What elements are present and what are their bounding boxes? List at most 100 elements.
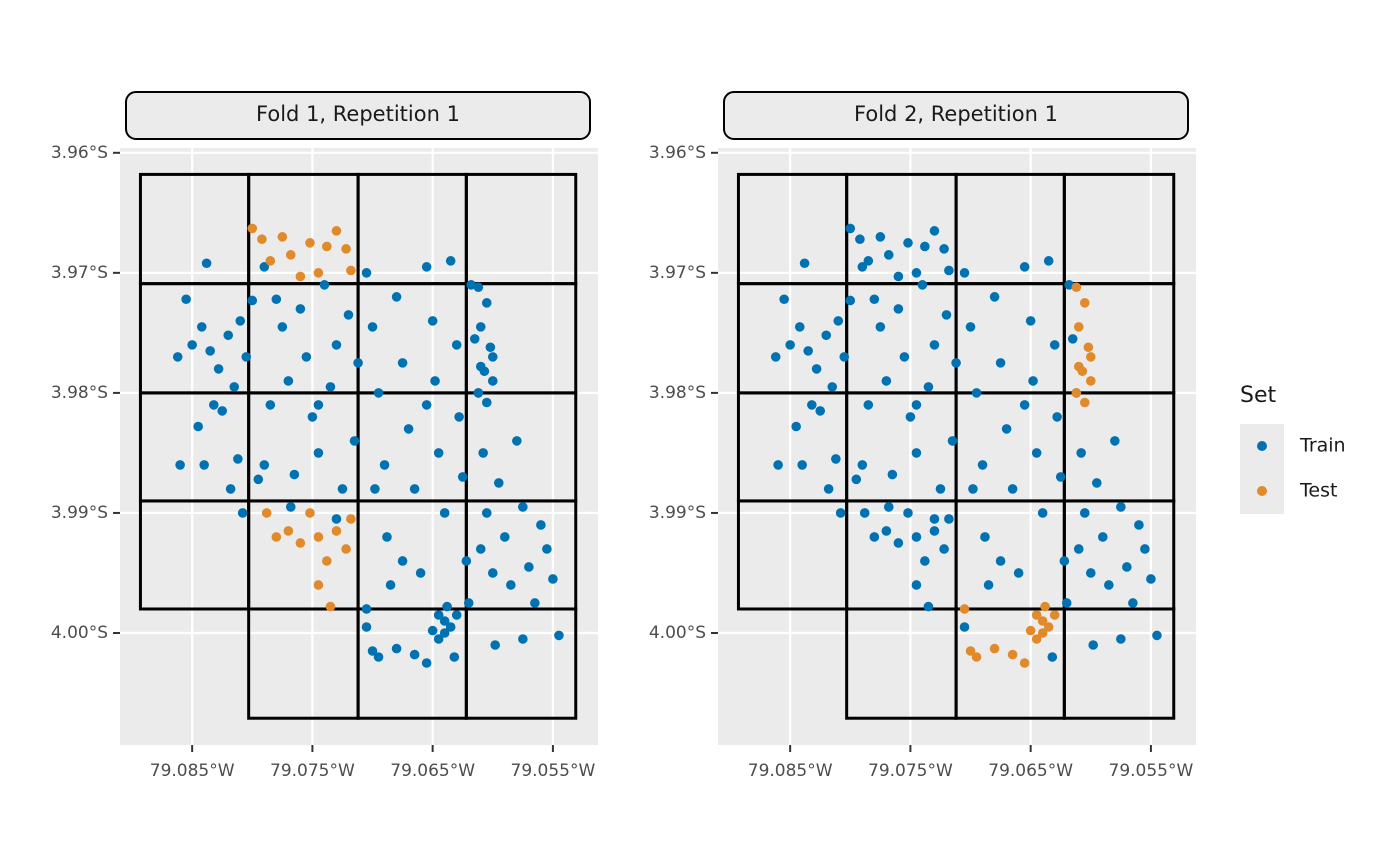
point (295, 538, 306, 548)
point (1019, 658, 1030, 668)
point (445, 622, 456, 632)
point (439, 508, 450, 518)
point (845, 223, 856, 234)
point (1049, 610, 1060, 620)
point (313, 448, 324, 458)
point (1052, 412, 1062, 422)
point (361, 622, 372, 632)
point (451, 340, 462, 350)
facet-title: Fold 2, Repetition 1 (854, 102, 1058, 126)
point (409, 484, 420, 494)
point (1043, 256, 1054, 266)
point (1025, 625, 1036, 636)
point (473, 282, 484, 293)
point (225, 484, 236, 494)
point (785, 340, 795, 350)
y-tick-label: 4.00°S (649, 623, 706, 643)
point (421, 658, 432, 668)
point (779, 294, 789, 305)
point (229, 382, 240, 392)
point (939, 244, 949, 254)
point (923, 382, 934, 392)
point (903, 238, 913, 248)
y-tick-label: 3.99°S (649, 503, 706, 523)
point (1059, 556, 1070, 566)
point (917, 280, 928, 290)
point (839, 352, 850, 362)
point (493, 478, 504, 488)
point (929, 226, 940, 236)
point (1122, 562, 1132, 572)
point (285, 502, 296, 512)
point (831, 454, 841, 464)
point (803, 346, 813, 356)
point (379, 460, 390, 470)
strip (125, 91, 591, 140)
point (301, 352, 312, 362)
point (277, 322, 288, 332)
point (518, 502, 528, 512)
point (1019, 400, 1030, 410)
point (1031, 448, 1042, 458)
point (1140, 544, 1150, 554)
facet-title: Fold 1, Repetition 1 (256, 102, 460, 126)
block (464, 607, 578, 720)
point (201, 258, 212, 269)
point (791, 421, 801, 432)
point (415, 568, 426, 578)
point (361, 604, 372, 614)
point (1055, 472, 1066, 482)
point (863, 400, 874, 410)
point (773, 460, 783, 470)
point (307, 412, 318, 422)
x-tick-label: 79.065°W (988, 761, 1073, 781)
point (883, 250, 894, 260)
point (875, 322, 886, 332)
point (989, 643, 1000, 654)
point (859, 508, 870, 518)
point (881, 526, 892, 536)
point (899, 352, 910, 362)
point (1079, 397, 1090, 408)
point (1079, 508, 1090, 518)
point (247, 223, 258, 234)
point (929, 526, 940, 536)
point (911, 400, 922, 410)
point (319, 280, 330, 290)
point (193, 421, 203, 432)
point (382, 532, 392, 542)
point (391, 643, 402, 654)
point (959, 622, 970, 632)
point (851, 474, 862, 485)
point (1076, 448, 1086, 458)
point (833, 316, 844, 326)
point (481, 298, 492, 308)
point (989, 292, 1000, 302)
point (1116, 502, 1126, 512)
point (806, 400, 817, 410)
point (1031, 634, 1042, 644)
point (893, 271, 904, 282)
point (542, 544, 552, 554)
point (857, 262, 868, 272)
point (397, 358, 408, 368)
y-tick-label: 3.96°S (649, 143, 706, 163)
point (487, 376, 498, 386)
point (223, 330, 234, 341)
point (944, 265, 954, 276)
point (487, 352, 498, 362)
y-tick-label: 3.98°S (51, 383, 108, 403)
point (475, 544, 486, 554)
point (1007, 484, 1018, 494)
point (911, 580, 922, 590)
point (1019, 262, 1030, 272)
point (1085, 352, 1096, 362)
point (257, 234, 267, 245)
point (271, 294, 282, 305)
point (325, 382, 336, 392)
point (385, 580, 396, 590)
point (869, 294, 880, 305)
point (433, 448, 444, 458)
point (929, 514, 940, 524)
point (331, 226, 342, 236)
